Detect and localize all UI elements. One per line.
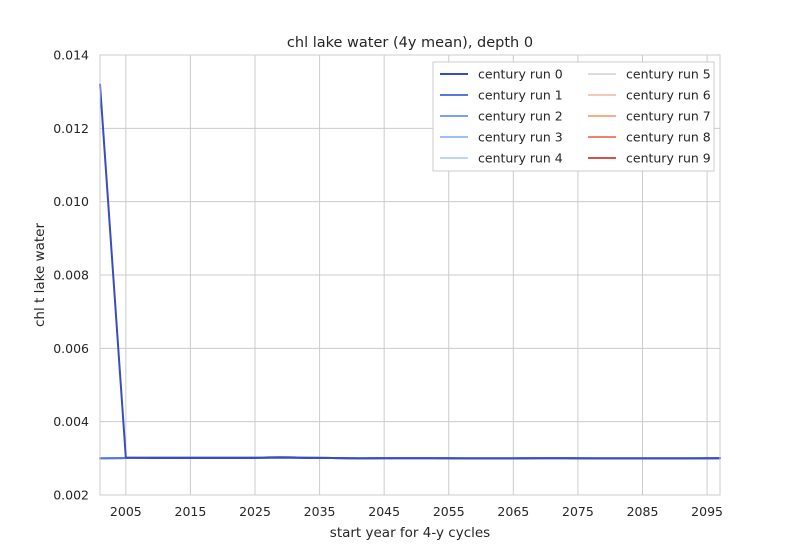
legend-label: century run 9 bbox=[626, 151, 711, 166]
plot-frame bbox=[99, 54, 721, 496]
legend-label: century run 5 bbox=[626, 67, 711, 82]
y-tick-label: 0.006 bbox=[53, 341, 89, 356]
legend-label: century run 7 bbox=[626, 109, 711, 124]
x-tick-label: 2005 bbox=[110, 504, 142, 519]
y-tick-labels: 0.002 0.004 0.006 0.008 0.010 0.012 0.014 bbox=[53, 48, 89, 503]
x-tick-label: 2055 bbox=[433, 504, 465, 519]
x-tick-labels: 2005 2015 2025 2035 2045 2055 2065 2075 2085 2095 bbox=[110, 504, 723, 519]
legend-label: century run 1 bbox=[478, 88, 563, 103]
legend-label: century run 8 bbox=[626, 130, 711, 145]
x-tick-label: 2045 bbox=[368, 504, 400, 519]
series-layer bbox=[99, 83, 721, 460]
y-tick-label: 0.014 bbox=[53, 48, 89, 63]
y-tick-label: 0.004 bbox=[53, 414, 89, 429]
x-tick-label: 2015 bbox=[175, 504, 207, 519]
x-tick-label: 2025 bbox=[239, 504, 271, 519]
legend-label: century run 6 bbox=[626, 88, 711, 103]
y-tick-label: 0.012 bbox=[53, 121, 89, 136]
x-tick-label: 2095 bbox=[691, 504, 723, 519]
legend-label: century run 3 bbox=[478, 130, 563, 145]
legend-label: century run 0 bbox=[478, 67, 563, 82]
x-tick-label: 2075 bbox=[562, 504, 594, 519]
legend: century run 0 century run 1 century run 2 c… bbox=[432, 61, 715, 172]
legend-box bbox=[432, 61, 715, 172]
y-tick-label: 0.002 bbox=[53, 488, 89, 503]
legend-label: century run 4 bbox=[478, 151, 563, 166]
y-tick-label: 0.008 bbox=[53, 268, 89, 283]
y-axis-label: chl t lake water bbox=[32, 223, 48, 327]
x-axis-label: start year for 4-y cycles bbox=[330, 525, 490, 541]
series-line-century-run-0 bbox=[99, 83, 721, 460]
y-tick-label: 0.010 bbox=[53, 194, 89, 209]
x-tick-label: 2035 bbox=[304, 504, 336, 519]
chart-title: chl lake water (4y mean), depth 0 bbox=[287, 35, 533, 51]
legend-label: century run 2 bbox=[478, 109, 563, 124]
x-tick-label: 2065 bbox=[497, 504, 529, 519]
x-tick-label: 2085 bbox=[627, 504, 659, 519]
